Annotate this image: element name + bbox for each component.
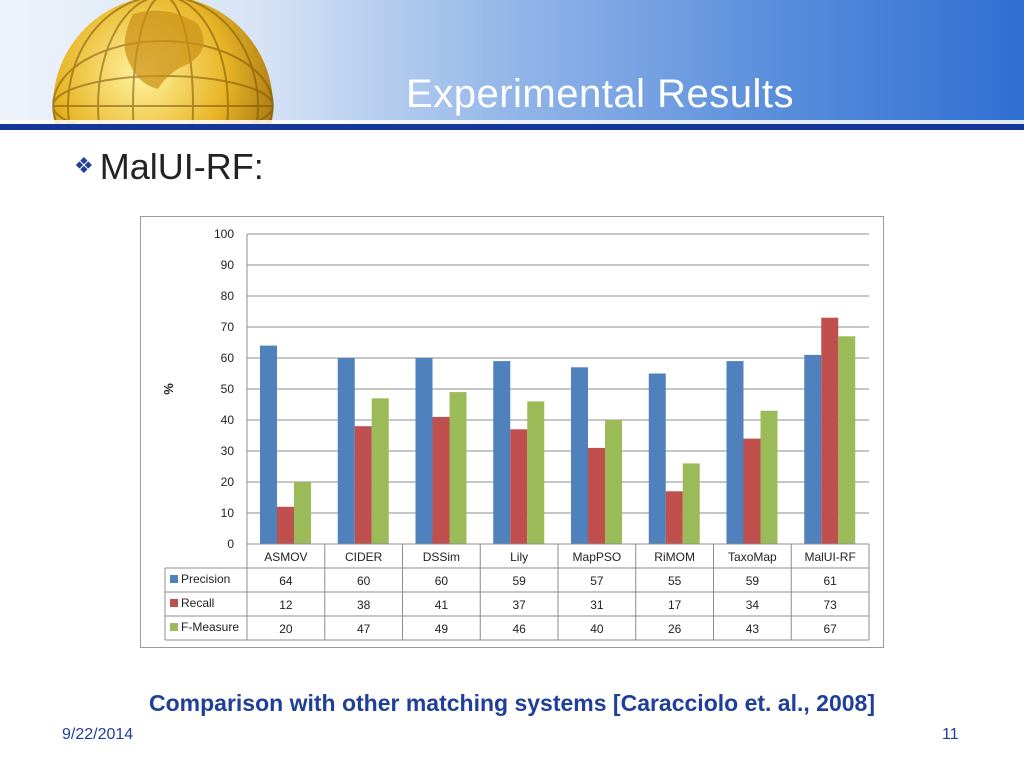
y-tick-label: 40	[221, 413, 235, 427]
diamond-bullet-icon: ❖	[74, 153, 94, 178]
bar-f-measure-taxomap	[760, 410, 778, 544]
bar-recall-cider	[354, 426, 372, 544]
y-tick-label: 10	[221, 506, 235, 520]
x-tick-label: DSSim	[423, 550, 460, 564]
bar-precision-mappso	[571, 367, 588, 544]
bar-recall-taxomap	[743, 438, 761, 544]
bar-f-measure-lily	[527, 401, 545, 544]
y-tick-label: 0	[227, 537, 234, 551]
bar-precision-dssim	[415, 358, 433, 544]
x-tick-label: MapPSO	[573, 550, 622, 564]
bar-precision-malui-rf	[804, 354, 822, 544]
bar-precision-cider	[337, 358, 355, 544]
bar-f-measure-cider	[371, 398, 389, 544]
data-label: 67	[823, 622, 837, 636]
bar-recall-malui-rf	[821, 317, 839, 544]
data-label: 61	[823, 574, 837, 588]
y-tick-label: 20	[221, 475, 235, 489]
y-axis-label: %	[161, 383, 176, 395]
bullet-text: MalUI-RF:	[99, 146, 264, 187]
data-label: 26	[668, 622, 682, 636]
data-label: 60	[357, 574, 371, 588]
data-label: 37	[512, 598, 526, 612]
chart-caption: Comparison with other matching systems […	[149, 690, 875, 716]
bar-f-measure-rimom	[682, 463, 700, 544]
data-label: 31	[590, 598, 604, 612]
slide-header: Experimental Results	[0, 0, 1024, 130]
slide-title: Experimental Results	[406, 72, 794, 116]
legend-label: Precision	[181, 572, 230, 586]
bar-precision-taxomap	[726, 361, 744, 544]
y-tick-label: 100	[214, 227, 234, 241]
x-tick-label: CIDER	[345, 550, 383, 564]
y-tick-label: 80	[221, 289, 235, 303]
bar-recall-rimom	[665, 491, 683, 544]
data-label: 64	[279, 574, 293, 588]
y-tick-label: 90	[221, 258, 235, 272]
bar-recall-asmov	[277, 506, 294, 544]
slide-date: 9/22/2014	[62, 726, 134, 743]
chart-frame: 0 10 20 30 40 50 60 70 80 90 100% ASMOV CIDER DSSim Li…	[140, 216, 884, 648]
data-label: 55	[668, 574, 682, 588]
legend-swatch-recall	[170, 599, 178, 607]
bar-recall-dssim	[432, 416, 450, 544]
bar-precision-lily	[493, 361, 511, 544]
bar-chart: 0 10 20 30 40 50 60 70 80 90 100% ASMOV CIDER DSSim Li…	[161, 227, 870, 641]
bar-precision-asmov	[260, 345, 277, 544]
slide-number: 11	[942, 726, 959, 743]
data-label: 59	[512, 574, 526, 588]
data-label: 43	[746, 622, 760, 636]
legend-swatch-f-measure	[170, 623, 178, 631]
data-label: 59	[746, 574, 760, 588]
y-tick-label: 50	[221, 382, 235, 396]
globe-icon	[52, 0, 274, 130]
header-stripe	[0, 120, 1024, 124]
legend-label: F-Measure	[181, 620, 239, 634]
y-tick-label: 30	[221, 444, 235, 458]
data-label: 57	[590, 574, 604, 588]
x-tick-label: ASMOV	[264, 550, 307, 564]
data-label: 17	[668, 598, 682, 612]
bar-precision-rimom	[648, 373, 666, 544]
x-tick-label: RiMOM	[654, 550, 695, 564]
bar-recall-mappso	[588, 447, 605, 544]
data-label: 47	[357, 622, 371, 636]
bar-f-measure-malui-rf	[838, 336, 856, 544]
bullet-item: ❖ MalUI-RF:	[74, 146, 264, 188]
y-tick-label: 70	[221, 320, 235, 334]
data-label: 60	[435, 574, 449, 588]
header-bar	[0, 124, 1024, 130]
legend-swatch-precision	[170, 575, 178, 583]
bar-recall-lily	[510, 429, 528, 544]
data-label: 34	[746, 598, 760, 612]
data-label: 20	[279, 622, 293, 636]
bar-f-measure-dssim	[449, 392, 467, 544]
data-label: 73	[823, 598, 837, 612]
legend-label: Recall	[181, 596, 214, 610]
data-label: 49	[435, 622, 449, 636]
x-tick-label: TaxoMap	[728, 550, 777, 564]
bar-f-measure-asmov	[294, 482, 311, 544]
data-label: 38	[357, 598, 371, 612]
x-tick-label: MalUI-RF	[804, 550, 855, 564]
y-tick-label: 60	[221, 351, 235, 365]
data-label: 46	[512, 622, 526, 636]
x-tick-label: Lily	[510, 550, 528, 564]
data-label: 12	[279, 598, 293, 612]
data-label: 40	[590, 622, 604, 636]
bar-f-measure-mappso	[605, 420, 622, 544]
data-label: 41	[435, 598, 449, 612]
